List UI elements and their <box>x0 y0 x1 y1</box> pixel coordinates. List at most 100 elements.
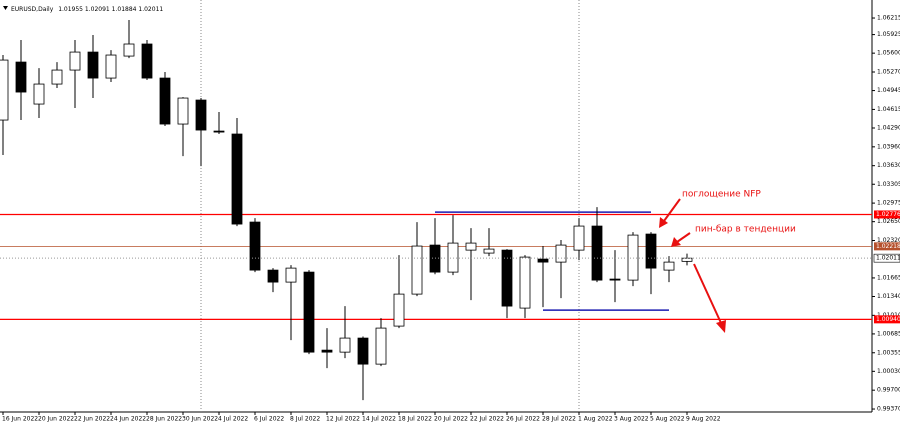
y-tick-label: 1.01340 <box>877 293 900 300</box>
x-tick-label: 30 Jun 2022 <box>182 416 218 423</box>
x-tick-label: 14 Jul 2022 <box>362 416 396 423</box>
candle-body <box>357 337 369 365</box>
level-label: 1.00940 <box>876 316 900 323</box>
candle-body <box>627 234 639 281</box>
candle-body <box>411 245 423 295</box>
candle-body <box>393 293 405 327</box>
candle-body <box>573 225 585 251</box>
y-tick-label: 1.01665 <box>877 274 900 281</box>
candle-body <box>501 249 513 307</box>
x-tick-label: 26 Jul 2022 <box>506 416 540 423</box>
y-tick-label: 1.05270 <box>877 69 900 76</box>
candle-body <box>123 43 135 57</box>
y-tick-label: 1.00030 <box>877 368 900 375</box>
annotation: поглощение NFP <box>682 190 761 200</box>
level-label-box <box>874 315 900 324</box>
y-tick-label: 0.99700 <box>877 387 900 394</box>
candle-body <box>69 51 81 71</box>
y-tick-label: 1.04945 <box>877 87 900 94</box>
y-tick-label: 1.04290 <box>877 124 900 131</box>
candle-body <box>213 130 225 133</box>
candle-body <box>87 51 99 79</box>
x-tick-label: 22 Jul 2022 <box>470 416 504 423</box>
candle-body <box>321 349 333 353</box>
candle-body <box>465 242 477 251</box>
y-tick-label: 1.02650 <box>877 218 900 225</box>
candle-body <box>555 244 567 263</box>
arrow-head <box>671 237 681 247</box>
x-tick-label: 12 Jul 2022 <box>326 416 360 423</box>
candle-body <box>15 61 27 93</box>
y-tick-label: 1.05925 <box>877 31 900 38</box>
candle-body <box>663 261 675 271</box>
arrow-head <box>716 320 726 333</box>
high: 1.02091 <box>85 6 110 13</box>
candle-body <box>303 271 315 353</box>
candle-body <box>51 69 63 85</box>
x-tick-label: 22 Jun 2022 <box>74 416 110 423</box>
candle-body <box>591 225 603 281</box>
x-tick-label: 6 Jul 2022 <box>254 416 284 423</box>
y-tick-label: 1.03630 <box>877 162 900 169</box>
x-tick-label: 16 Jun 2022 <box>2 416 38 423</box>
candle-body <box>609 278 621 281</box>
candle-body <box>33 83 45 105</box>
y-tick-label: 1.02320 <box>877 237 900 244</box>
level-label-box <box>874 210 900 219</box>
candle-body <box>0 59 9 121</box>
arrow <box>693 263 722 324</box>
arrow <box>676 232 691 243</box>
current-price-box <box>873 253 900 263</box>
candle-body <box>285 267 297 283</box>
y-tick-label: 0.99370 <box>877 406 900 413</box>
x-tick-label: 20 Jun 2022 <box>38 416 74 423</box>
candle-body <box>177 97 189 125</box>
arrows <box>659 198 726 333</box>
candle-body <box>645 233 657 269</box>
level-label: 1.02218 <box>876 243 900 250</box>
x-tick-label: 18 Jul 2022 <box>398 416 432 423</box>
x-tick-label: 1 Aug 2022 <box>578 416 613 423</box>
x-tick-label: 20 Jul 2022 <box>434 416 468 423</box>
open: 1.01955 <box>58 6 83 13</box>
current-price-label: 1.02011 <box>876 255 900 262</box>
x-tick-label: 24 Jun 2022 <box>110 416 146 423</box>
low: 1.01884 <box>112 6 137 13</box>
y-tick-label: 1.00685 <box>877 330 900 337</box>
x-tick-label: 4 Jul 2022 <box>218 416 248 423</box>
symbol: EURUSD,Daily <box>11 6 54 13</box>
candle-body <box>141 43 153 79</box>
candle-body <box>249 221 261 271</box>
candle-body <box>267 269 279 283</box>
candle-body <box>105 54 117 79</box>
arrow-head <box>659 217 668 228</box>
candle-body <box>447 242 459 273</box>
x-tick-label: 28 Jun 2022 <box>146 416 182 423</box>
candle-body <box>537 258 549 263</box>
y-tick-label: 1.03960 <box>877 143 900 150</box>
x-tick-label: 9 Aug 2022 <box>686 416 721 423</box>
close: 1.02011 <box>138 6 163 13</box>
x-tick-label: 8 Jul 2022 <box>290 416 320 423</box>
arrow <box>663 198 681 222</box>
candle-body <box>195 99 207 131</box>
y-tick-label: 1.00355 <box>877 349 900 356</box>
y-tick-label: 1.03305 <box>877 181 900 188</box>
y-tick-label: 1.02975 <box>877 200 900 207</box>
plot <box>0 20 872 401</box>
candle-body <box>483 248 495 254</box>
level-label: 1.02776 <box>876 211 900 218</box>
level-label-box <box>874 242 900 251</box>
candle-body <box>339 337 351 353</box>
x-tick-label: 3 Aug 2022 <box>614 416 649 423</box>
candle-body <box>231 133 243 225</box>
candle-body <box>375 327 387 365</box>
annotation: пин-бар в тенденции <box>695 225 796 235</box>
menu-triangle <box>3 6 8 10</box>
header: EURUSD,Daily 1.01955 1.02091 1.01884 1.0… <box>11 6 163 13</box>
x-tick-label: 28 Jul 2022 <box>542 416 576 423</box>
x-tick-label: 5 Aug 2022 <box>650 416 685 423</box>
candle-body <box>519 256 531 309</box>
y-tick-label: 1.05600 <box>877 50 900 57</box>
